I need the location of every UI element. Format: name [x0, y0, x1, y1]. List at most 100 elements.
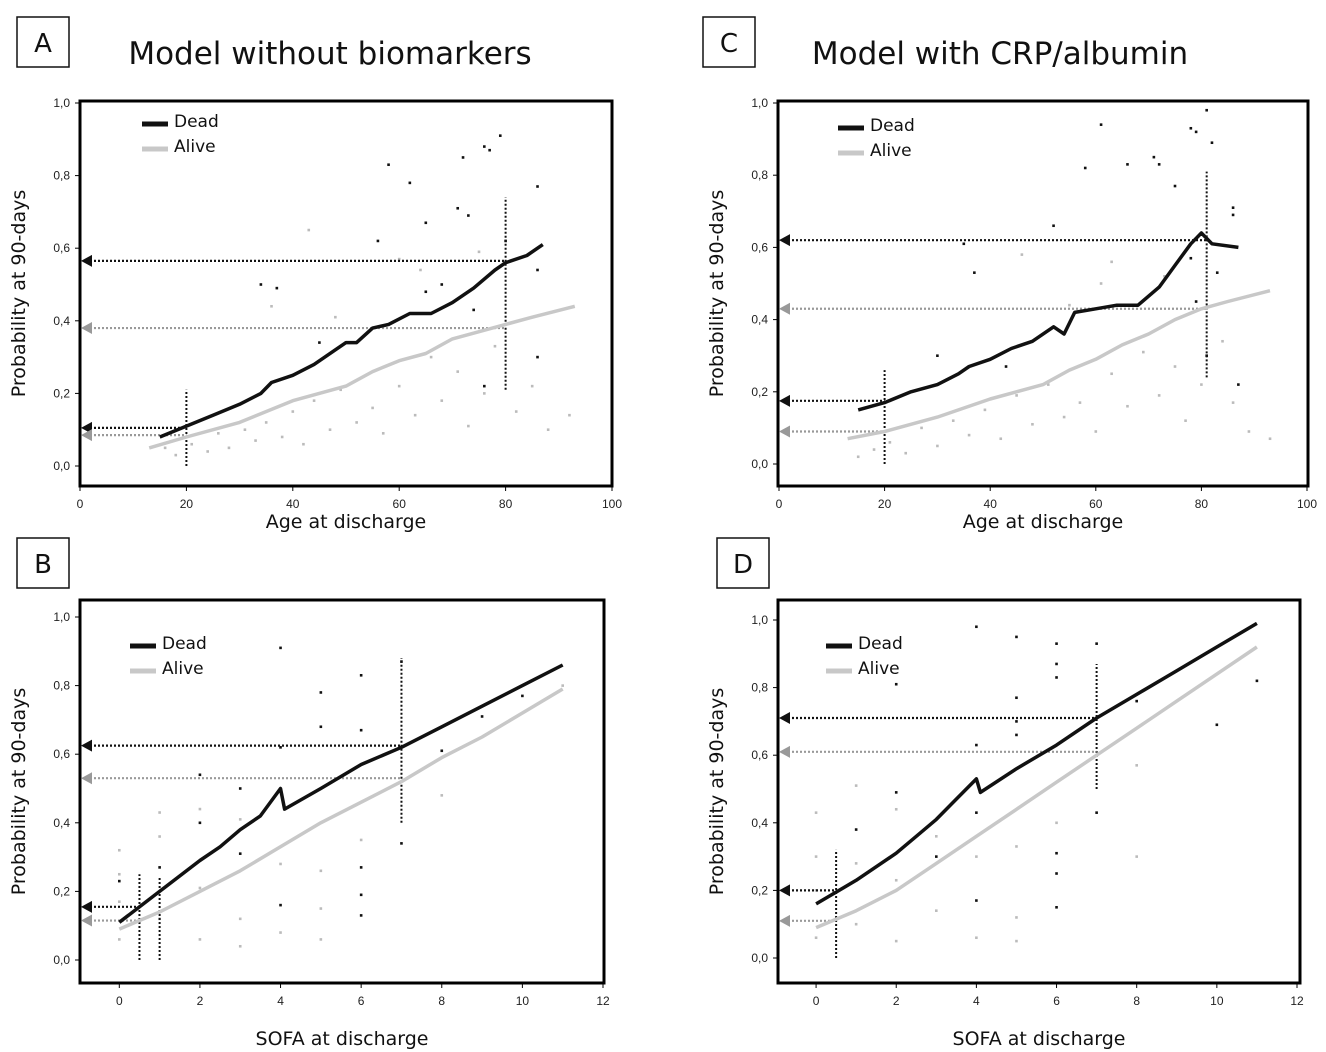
scatter-point — [1135, 764, 1138, 767]
y-tick-label: 0,6 — [751, 240, 768, 254]
scatter-point — [951, 419, 955, 422]
scatter-point — [483, 145, 486, 148]
scatter-point — [1126, 163, 1129, 166]
panel-letter-box — [16, 537, 70, 589]
arrow-head — [81, 254, 92, 267]
scatter-point — [999, 437, 1003, 441]
y-tick-label: 0,6 — [53, 241, 70, 255]
scatter-point — [279, 646, 282, 650]
scatter-point — [1055, 906, 1058, 909]
scatter-point — [163, 446, 167, 450]
scatter-point — [238, 852, 242, 855]
scatter-point — [1099, 282, 1103, 285]
scatter-point — [259, 283, 263, 286]
x-tick-label: 100 — [1297, 497, 1317, 511]
scatter-point — [158, 811, 161, 814]
scatter-point — [254, 439, 257, 442]
scatter-point — [483, 384, 486, 388]
scatter-point — [1157, 394, 1161, 397]
x-axis-label: Age at discharge — [963, 511, 1124, 533]
scatter-point — [461, 156, 465, 159]
scatter-point — [1095, 811, 1098, 814]
scatter-point — [1083, 166, 1087, 170]
y-tick-label: 0,8 — [53, 679, 70, 693]
scatter-point — [546, 428, 550, 431]
scatter-point — [440, 794, 444, 797]
scatter-point — [1062, 415, 1066, 419]
scatter-point — [1237, 383, 1240, 386]
scatter-point — [536, 185, 539, 188]
panel-c: C Dead Alive 0,0 0,2 0,4 0,6 0,8 1,0 0 20 40 60 80 100… — [702, 16, 1317, 533]
arrow-head — [779, 394, 790, 407]
scatter-point — [400, 842, 403, 845]
scatter-point — [856, 455, 860, 459]
scatter-point — [536, 355, 539, 359]
scatter-point — [814, 936, 818, 940]
scatter-point — [894, 878, 898, 882]
scatter-point — [814, 855, 818, 858]
x-tick-label: 40 — [984, 497, 998, 511]
x-tick-label: 4 — [973, 994, 980, 1008]
series-line-alive — [148, 304, 576, 450]
scatter-point — [483, 392, 486, 395]
scatter-point — [1110, 372, 1113, 376]
x-tick-label: 12 — [596, 994, 610, 1008]
x-tick-label: 0 — [776, 497, 783, 511]
scatter-point — [1055, 642, 1058, 645]
y-tick-label: 0,0 — [53, 459, 70, 473]
y-tick-label: 1,0 — [53, 96, 70, 110]
scatter-point — [1194, 130, 1198, 134]
x-axis-label: SOFA at discharge — [953, 1028, 1126, 1050]
legend-label: Alive — [870, 141, 912, 161]
scatter-point — [319, 907, 323, 910]
scatter-point — [1015, 696, 1018, 700]
scatter-point — [440, 399, 444, 402]
scatter-point — [1142, 350, 1145, 354]
x-tick-label: 80 — [1195, 497, 1209, 511]
scatter-point — [397, 257, 401, 261]
scatter-point — [198, 821, 202, 825]
plot-frame — [776, 598, 1302, 985]
scatter-point — [1173, 184, 1177, 188]
scatter-point — [328, 428, 332, 431]
legend-label: Alive — [858, 659, 900, 679]
scatter-point — [1099, 123, 1103, 126]
scatter-point — [319, 938, 323, 941]
scatter-point — [1015, 394, 1018, 397]
scatter-point — [118, 848, 121, 852]
scatter-point — [1055, 872, 1058, 875]
y-tick-label: 0,2 — [751, 883, 768, 897]
y-axis-label: Probability at 90-days — [8, 688, 30, 896]
arrow-head — [81, 772, 92, 785]
scatter-point — [198, 886, 202, 890]
scatter-point — [359, 674, 363, 677]
x-axis-label: Age at discharge — [266, 511, 427, 533]
y-tick-label: 0,4 — [53, 816, 70, 830]
scatter-point — [243, 428, 247, 431]
scatter-point — [238, 917, 242, 921]
series-line-alive — [847, 289, 1271, 441]
y-tick-label: 0,0 — [751, 457, 768, 471]
x-tick-label: 10 — [516, 994, 530, 1008]
scatter-point — [1215, 723, 1219, 727]
y-tick-label: 0,8 — [751, 681, 768, 695]
scatter-point — [238, 818, 242, 821]
x-tick-label: 80 — [499, 497, 513, 511]
scatter-point — [498, 134, 502, 137]
scatter-point — [319, 725, 323, 729]
plot-frame — [78, 598, 606, 985]
y-tick-label: 0,0 — [53, 953, 70, 967]
y-tick-label: 0,2 — [53, 884, 70, 898]
scatter-point — [429, 355, 433, 359]
scatter-point — [854, 862, 858, 865]
scatter-point — [975, 936, 978, 940]
scatter-point — [472, 308, 475, 312]
panel-letter-box — [16, 16, 70, 68]
scatter-point — [264, 421, 268, 424]
y-tick-label: 1,0 — [751, 96, 768, 110]
scatter-point — [1068, 303, 1071, 307]
y-tick-label: 0,0 — [751, 951, 768, 965]
x-axis-label: SOFA at discharge — [256, 1028, 429, 1050]
series-line-dead — [815, 621, 1258, 906]
